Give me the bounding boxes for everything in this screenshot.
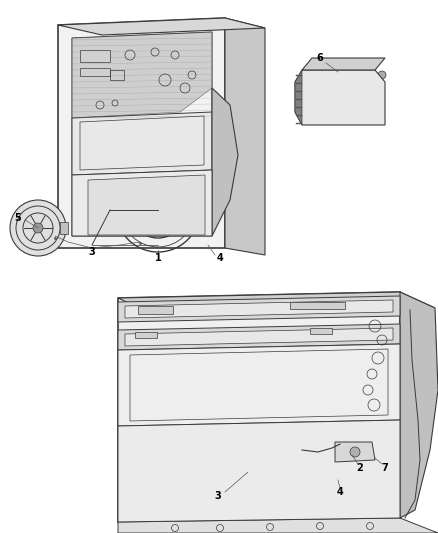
Polygon shape [118, 296, 400, 322]
Text: 1: 1 [155, 253, 161, 263]
Circle shape [95, 206, 102, 214]
Circle shape [10, 200, 66, 256]
Text: 3: 3 [215, 491, 221, 501]
Bar [310, 328, 332, 334]
Bar [290, 302, 345, 309]
Polygon shape [72, 32, 212, 118]
Polygon shape [295, 70, 302, 125]
Text: 6: 6 [317, 53, 323, 63]
Polygon shape [58, 18, 225, 248]
Polygon shape [125, 300, 393, 318]
Text: 5: 5 [14, 213, 21, 223]
Polygon shape [302, 58, 385, 70]
Text: 7: 7 [381, 463, 389, 473]
Polygon shape [118, 292, 400, 522]
Circle shape [261, 438, 295, 472]
Bar [138, 306, 173, 314]
Bar [135, 332, 157, 338]
Text: 4: 4 [217, 253, 223, 263]
Polygon shape [212, 88, 238, 236]
Bar [80, 50, 110, 62]
Polygon shape [58, 18, 265, 35]
Polygon shape [72, 112, 212, 175]
Polygon shape [60, 222, 68, 234]
Polygon shape [335, 442, 375, 462]
Circle shape [144, 196, 172, 224]
Circle shape [378, 71, 386, 79]
Text: 2: 2 [357, 463, 364, 473]
Polygon shape [125, 328, 393, 346]
Text: 4: 4 [337, 487, 343, 497]
Polygon shape [400, 292, 438, 518]
Text: 3: 3 [88, 247, 95, 257]
Circle shape [33, 223, 43, 233]
Polygon shape [118, 344, 400, 426]
Polygon shape [295, 70, 385, 125]
Polygon shape [118, 518, 438, 533]
Bar [80, 68, 110, 76]
Bar [110, 70, 124, 80]
Circle shape [333, 83, 351, 101]
Polygon shape [225, 18, 265, 255]
Polygon shape [118, 292, 435, 315]
Polygon shape [72, 170, 212, 236]
Polygon shape [118, 420, 400, 522]
Polygon shape [118, 324, 400, 350]
Polygon shape [88, 175, 205, 235]
Circle shape [350, 447, 360, 457]
